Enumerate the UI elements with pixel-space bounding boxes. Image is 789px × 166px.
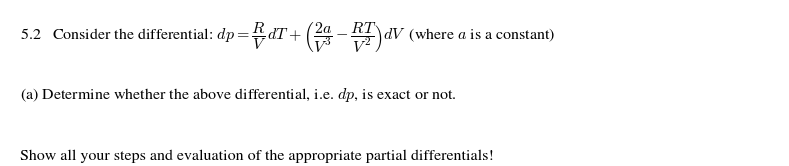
Text: (a) Determine whether the above differential, i.e. $dp$, is exact or not.: (a) Determine whether the above differen… — [20, 86, 456, 104]
Text: Show all your steps and evaluation of the appropriate partial differentials!: Show all your steps and evaluation of th… — [20, 149, 493, 163]
Text: 5.2   Consider the differential: $dp = \dfrac{R}{V}\,dT + \left(\dfrac{2a}{V^3} : 5.2 Consider the differential: $dp = \df… — [20, 20, 555, 54]
